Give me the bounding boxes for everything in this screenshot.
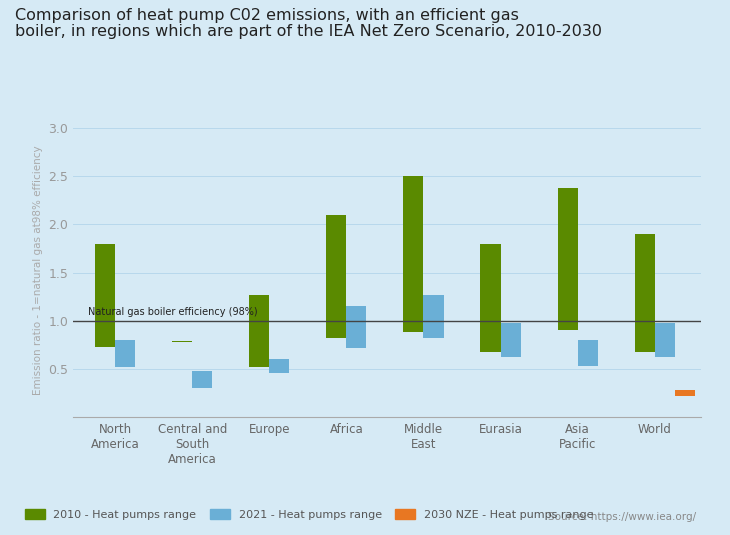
Text: Comparison of heat pump C02 emissions, with an efficient gas: Comparison of heat pump C02 emissions, w…	[15, 8, 518, 23]
Bar	[480, 243, 501, 351]
Bar	[577, 340, 598, 366]
Text: boiler, in regions which are part of the IEA Net Zero Scenario, 2010-2030: boiler, in regions which are part of the…	[15, 24, 602, 39]
Bar	[96, 243, 115, 347]
Bar	[347, 307, 366, 348]
Bar	[172, 341, 193, 342]
Bar	[250, 295, 269, 367]
Y-axis label: Emission ratio - 1=natural gas at98% efficiency: Emission ratio - 1=natural gas at98% eff…	[33, 146, 42, 395]
Legend: 2010 - Heat pumps range, 2021 - Heat pumps range, 2030 NZE - Heat pumps range: 2010 - Heat pumps range, 2021 - Heat pum…	[20, 505, 598, 524]
Bar	[193, 371, 212, 388]
Bar	[501, 323, 520, 357]
Bar	[675, 391, 695, 396]
Bar	[655, 323, 675, 357]
Bar	[404, 176, 423, 332]
Bar	[269, 360, 290, 373]
Bar	[326, 215, 347, 338]
Text: Natural gas boiler efficiency (98%): Natural gas boiler efficiency (98%)	[88, 307, 257, 317]
Bar	[558, 188, 577, 331]
Text: Source: https://www.iea.org/: Source: https://www.iea.org/	[548, 511, 696, 522]
Bar	[423, 295, 444, 338]
Bar	[634, 234, 655, 351]
Bar	[115, 340, 135, 367]
